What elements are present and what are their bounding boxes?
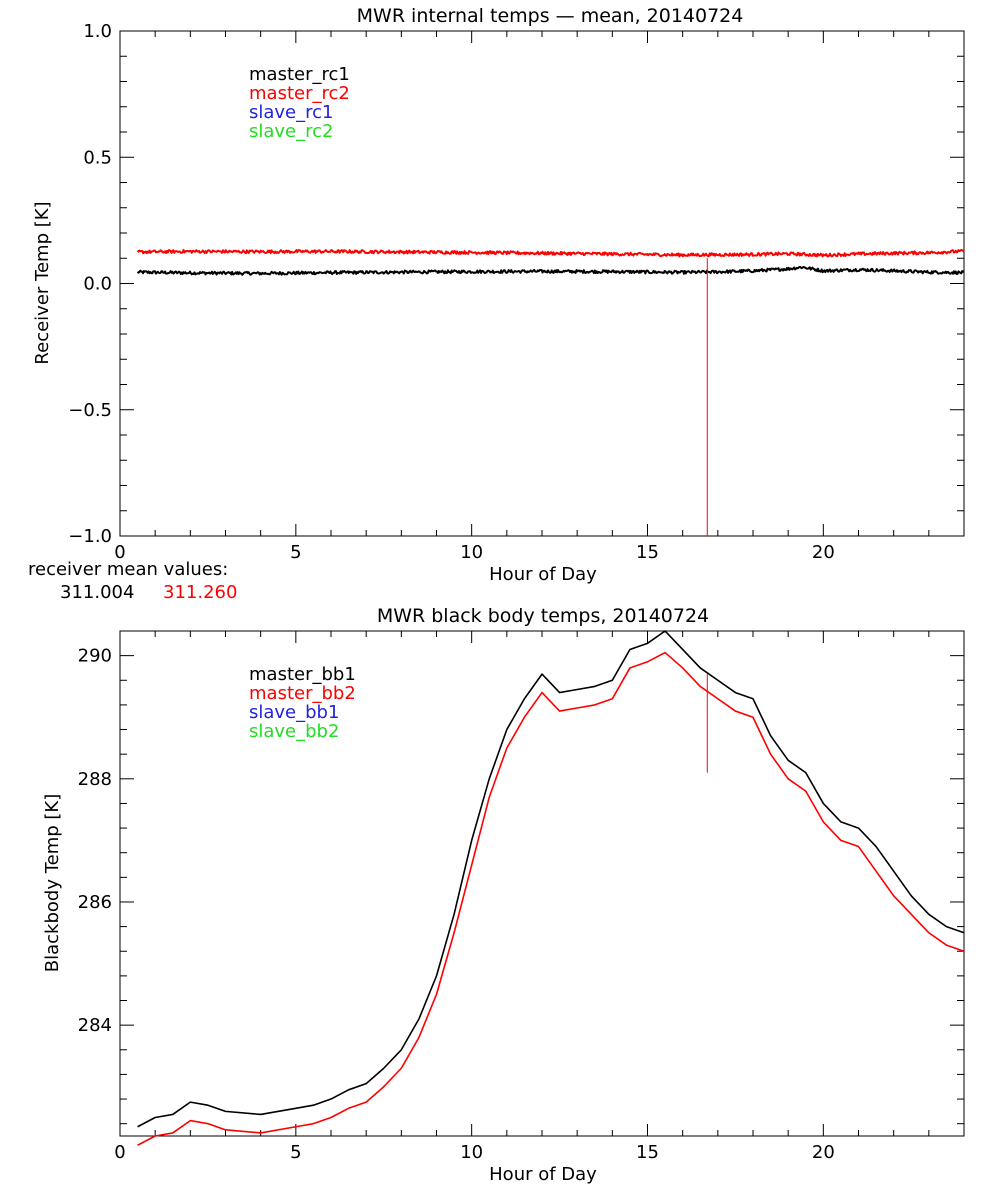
legend-slave-bb1: slave_bb1 <box>249 702 339 723</box>
mean-value-1: 311.004 <box>60 582 134 603</box>
x-tick-label: 10 <box>460 1142 483 1163</box>
blackbody-temp-chart: MWR black body temps, 20140724 0 5 10 15 20 … <box>42 605 965 1185</box>
legend-master-bb2: master_bb2 <box>249 683 356 704</box>
y-axis: 284 286 288 290 <box>78 630 964 1125</box>
legend: master_bb1 master_bb2 slave_bb1 slave_bb… <box>249 664 356 742</box>
legend-slave-rc1: slave_rc1 <box>249 102 334 123</box>
series-line-master-rc1 <box>136 265 965 276</box>
x-tick-label: 15 <box>636 542 659 563</box>
y-axis: −1.0 −0.5 0.0 0.5 1.0 <box>68 21 964 547</box>
y-tick-label: 288 <box>78 769 112 790</box>
y-tick-label: −0.5 <box>68 400 112 421</box>
y-axis-label: Blackbody Temp [K] <box>42 794 63 972</box>
y-tick-label: −1.0 <box>68 526 112 547</box>
x-tick-label: 0 <box>114 542 125 563</box>
x-tick-label: 0 <box>114 1142 125 1163</box>
x-axis: 0 5 10 15 20 <box>114 31 965 563</box>
y-tick-label: 0.5 <box>83 147 112 168</box>
x-tick-label: 5 <box>290 542 301 563</box>
x-tick-label: 20 <box>812 1142 835 1163</box>
legend-slave-rc2: slave_rc2 <box>249 121 334 142</box>
series-layer <box>136 248 965 536</box>
mean-value-2: 311.260 <box>163 582 237 603</box>
series-layer <box>137 630 965 1146</box>
chart-title: MWR internal temps — mean, 20140724 <box>357 5 744 27</box>
legend-master-rc1: master_rc1 <box>249 64 350 85</box>
series-line-master-bb2 <box>137 651 965 1146</box>
series-line-master-bb1 <box>137 630 965 1128</box>
x-tick-label: 5 <box>290 1142 301 1163</box>
y-tick-label: 0.0 <box>83 274 112 295</box>
mean-values-label: receiver mean values: <box>28 559 228 580</box>
x-tick-label: 15 <box>636 1142 659 1163</box>
y-tick-label: 284 <box>78 1015 112 1036</box>
x-tick-label: 10 <box>460 542 483 563</box>
x-tick-label: 20 <box>812 542 835 563</box>
y-tick-label: 1.0 <box>83 21 112 42</box>
legend-slave-bb2: slave_bb2 <box>249 721 339 742</box>
receiver-mean-values: receiver mean values: 311.004 311.260 <box>28 559 237 603</box>
series-line-master-rc2 <box>136 248 965 258</box>
receiver-temp-chart: MWR internal temps — mean, 20140724 0 5 10… <box>32 5 965 585</box>
y-tick-label: 286 <box>78 892 112 913</box>
legend-master-bb1: master_bb1 <box>249 664 356 685</box>
chart-title: MWR black body temps, 20140724 <box>377 605 709 627</box>
x-axis-label: Hour of Day <box>489 1164 597 1185</box>
y-tick-label: 290 <box>78 646 112 667</box>
y-axis-label: Receiver Temp [K] <box>32 201 53 364</box>
legend: master_rc1 master_rc2 slave_rc1 slave_rc… <box>249 64 350 142</box>
x-axis-label: Hour of Day <box>489 564 597 585</box>
legend-master-rc2: master_rc2 <box>249 83 350 104</box>
